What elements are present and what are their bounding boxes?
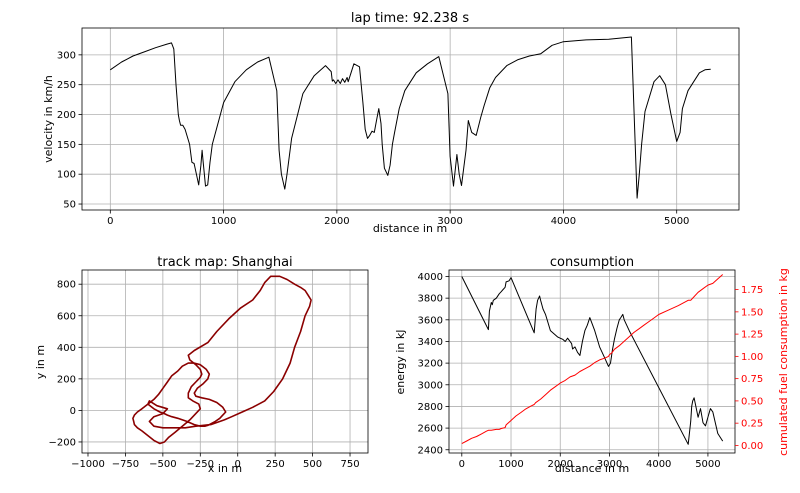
velocity-y-tick-label: 300 — [57, 50, 76, 61]
track-map-series-line — [132, 275, 312, 445]
velocity-y-tick-label: 150 — [57, 140, 76, 151]
track-map-y-ticks: −200 0 200 400 600 800 — [49, 280, 82, 448]
track-map-y-tick-label: 600 — [57, 311, 76, 322]
consumption-series — [461, 274, 724, 445]
track-map-y-tick-label: 800 — [57, 280, 76, 291]
track-map-gridlines — [82, 270, 368, 453]
consumption-right-tick-label: 1.25 — [741, 330, 763, 341]
track-map-x-label: x in m — [208, 462, 242, 475]
consumption-gridlines — [449, 270, 735, 453]
consumption-x-tick-label: 1000 — [498, 459, 523, 470]
consumption-x-tick-label: 4000 — [646, 459, 671, 470]
consumption-y-tick-label: 3600 — [418, 315, 443, 326]
velocity-y-tick-label: 100 — [57, 170, 76, 181]
consumption-right-tick-label: 1.75 — [741, 285, 763, 296]
consumption-x-tick-label: 3000 — [597, 459, 622, 470]
consumption-series-line — [461, 274, 724, 445]
consumption-y-label-right: cumulated fuel consumption in kg — [777, 268, 790, 456]
track-map-y-tick-label: 400 — [57, 343, 76, 354]
velocity-x-tick-label: 3000 — [437, 216, 462, 227]
consumption-right-tick-label: 1.50 — [741, 307, 763, 318]
velocity-x-tick-label: 2000 — [324, 216, 349, 227]
consumption-right-tick-label: 0.25 — [741, 419, 763, 430]
track-map-x-tick-label: −250 — [187, 459, 214, 470]
consumption-x-tick-label: 2000 — [548, 459, 573, 470]
velocity-plot-frame — [81, 27, 740, 211]
track-map-x-tick-label: −750 — [112, 459, 139, 470]
velocity-panel: 0 1000 2000 3000 4000 5000 50100150200250300 … — [42, 11, 740, 235]
track-map-series — [132, 275, 312, 445]
consumption-y-tick-label: 3800 — [418, 294, 443, 305]
track-map-x-tick-label: −1000 — [71, 459, 105, 470]
consumption-y-tick-label: 3200 — [418, 359, 443, 370]
track-map-x-tick-label: −500 — [149, 459, 176, 470]
track-map-y-tick-label: 0 — [70, 406, 76, 417]
velocity-x-tick-label: 4000 — [551, 216, 576, 227]
consumption-right-tick-label: 0.50 — [741, 396, 763, 407]
consumption-x-label: distance in m — [555, 462, 629, 475]
velocity-series-line — [110, 36, 711, 199]
velocity-x-tick-label: 1000 — [211, 216, 236, 227]
consumption-y-ticks-left: 2400 2600 2800 3000 3200 3400 3600 3800 4000 — [418, 272, 449, 456]
velocity-gridlines — [82, 28, 739, 210]
track-map-x-ticks: −1000 −750 −500 −250 0 250 500 750 — [71, 453, 360, 470]
velocity-series — [110, 36, 711, 199]
consumption-x-tick-label: 5000 — [695, 459, 720, 470]
consumption-right-tick-label: 1.00 — [741, 352, 763, 363]
velocity-title: lap time: 92.238 s — [351, 11, 469, 26]
consumption-right-tick-label: 0.00 — [741, 441, 763, 452]
consumption-y-tick-label: 2600 — [418, 424, 443, 435]
velocity-y-ticks: 50 100 150 200 250 300 — [57, 50, 82, 211]
track-map-title: track map: Shanghai — [157, 255, 292, 270]
consumption-y-label-left: energy in kJ — [394, 330, 407, 395]
consumption-y-tick-label: 4000 — [418, 272, 443, 283]
track-map-y-label: y in m — [34, 345, 47, 379]
velocity-x-tick-label: 0 — [107, 216, 113, 227]
track-map-x-tick-label: 750 — [340, 459, 359, 470]
consumption-x-tick-label: 0 — [459, 459, 465, 470]
velocity-x-label: distance in m — [373, 222, 447, 235]
track-map-x-tick-label: 500 — [303, 459, 322, 470]
track-map-x-tick-label: 0 — [235, 459, 241, 470]
consumption-y-tick-label: 2800 — [418, 402, 443, 413]
consumption-right-tick-label: 0.75 — [741, 374, 763, 385]
velocity-y-label: velocity in km/h — [42, 75, 55, 163]
consumption-y-tick-label: 3000 — [418, 380, 443, 391]
track-map-x-tick-label: 250 — [266, 459, 285, 470]
consumption-y-tick-label: 2400 — [418, 445, 443, 456]
consumption-plot-frame — [448, 269, 736, 454]
velocity-x-ticks: 0 1000 2000 3000 4000 5000 — [107, 210, 689, 227]
consumption-panel: 0 1000 2000 3000 4000 5000 2400 2600 2800 3000 32… — [394, 255, 790, 475]
consumption-y-tick-label: 3400 — [418, 337, 443, 348]
consumption-title: consumption — [550, 255, 634, 270]
velocity-x-tick-label: 5000 — [664, 216, 689, 227]
track-map-y-tick-label: −200 — [49, 437, 76, 448]
velocity-y-tick-label: 250 — [57, 80, 76, 91]
consumption-y-ticks-right: 0.00 0.25 0.50 0.75 1.00 1.25 1.50 1.75 — [735, 285, 763, 452]
velocity-y-tick-label: 50 — [63, 200, 76, 211]
track-map-plot-frame — [81, 269, 369, 454]
consumption-x-ticks: 0 1000 2000 3000 4000 5000 — [459, 453, 721, 470]
track-map-panel: −1000 −750 −500 −250 0 250 500 750 −200 0 200 400 6… — [34, 255, 369, 475]
consumption-series-line — [461, 276, 724, 445]
track-map-y-tick-label: 200 — [57, 374, 76, 385]
velocity-y-tick-label: 200 — [57, 110, 76, 121]
